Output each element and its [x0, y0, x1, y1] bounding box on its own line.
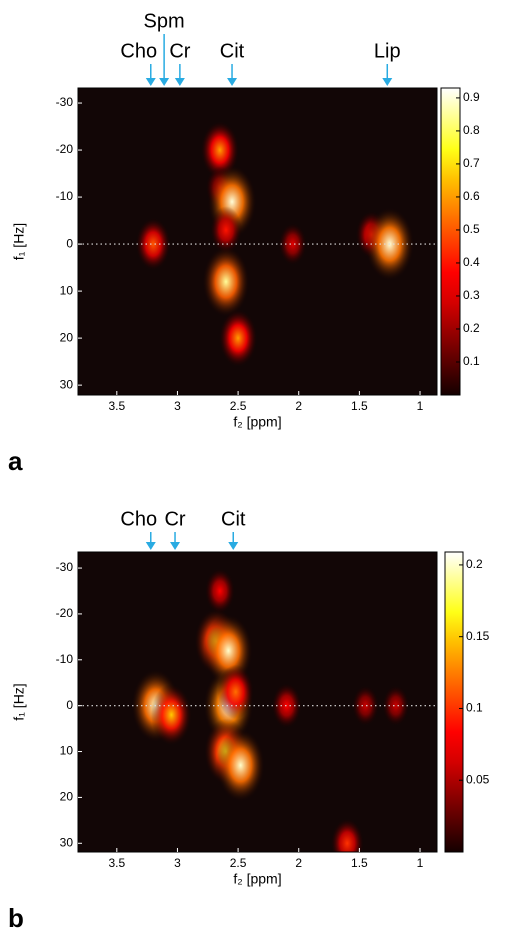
y-tick-label: -20 — [56, 142, 74, 156]
peak — [271, 682, 302, 729]
peak — [135, 217, 171, 271]
annotation-label: Cit — [221, 508, 246, 530]
x-axis-label: f₂ [ppm] — [233, 414, 281, 430]
peak — [210, 206, 242, 254]
annotation-arrowhead — [174, 78, 185, 86]
peak — [202, 246, 250, 318]
peak — [382, 685, 410, 727]
colorbar-tick-label: 0.1 — [463, 354, 480, 368]
y-tick-label: -10 — [56, 652, 74, 666]
x-tick-label: 3 — [174, 856, 181, 870]
annotation-label: Cho — [120, 508, 157, 530]
y-tick-label: 20 — [60, 790, 74, 804]
annotation-label: Cho — [120, 40, 157, 62]
x-tick-label: 1.5 — [351, 399, 368, 413]
annotation-arrowhead — [170, 542, 181, 550]
x-tick-label: 2.5 — [230, 399, 247, 413]
x-tick-label: 2.5 — [230, 856, 247, 870]
colorbar-tick-label: 0.1 — [466, 701, 483, 715]
annotation-label: Spm — [144, 10, 185, 32]
colorbar-tick-label: 0.3 — [463, 288, 480, 302]
annotation-arrowhead — [382, 78, 393, 86]
x-tick-label: 3.5 — [108, 399, 125, 413]
peak — [150, 684, 192, 746]
panel-label: a — [8, 446, 23, 476]
peak — [204, 568, 236, 614]
colorbar-tick-label: 0.15 — [466, 629, 490, 643]
y-tick-label: 30 — [60, 377, 74, 391]
peak — [351, 685, 380, 727]
y-tick-label: 0 — [66, 236, 73, 250]
x-axis-label: f₂ [ppm] — [233, 871, 281, 887]
annotation-arrowhead — [159, 78, 170, 86]
plot-frame — [77, 87, 438, 396]
annotation-label: Cr — [164, 508, 185, 530]
y-axis-label: f₁ [Hz] — [11, 223, 27, 260]
annotation-arrowhead — [145, 78, 156, 86]
colorbar-tick-label: 0.2 — [463, 321, 480, 335]
annotation-arrowhead — [145, 542, 156, 550]
plot-frame — [77, 551, 438, 853]
colorbar — [444, 551, 464, 853]
x-tick-label: 1.5 — [351, 856, 368, 870]
peak — [218, 309, 258, 368]
peak — [200, 121, 240, 180]
colorbar-tick-label: 0.9 — [463, 90, 480, 104]
colorbar-tick-label: 0.6 — [463, 189, 480, 203]
colorbar-tick-label: 0.05 — [466, 772, 490, 786]
colorbar-tick-label: 0.7 — [463, 156, 480, 170]
y-tick-label: -30 — [56, 95, 74, 109]
annotation-arrowhead — [228, 542, 239, 550]
colorbar-tick-label: 0.2 — [466, 557, 483, 571]
x-tick-label: 3 — [174, 399, 181, 413]
y-tick-label: 10 — [60, 283, 74, 297]
peak — [217, 664, 254, 720]
peak — [278, 222, 307, 266]
heatmap — [131, 568, 410, 852]
colorbar-tick-label: 0.8 — [463, 123, 480, 137]
annotation-label: Lip — [374, 40, 401, 62]
y-tick-label: 30 — [60, 835, 74, 849]
x-tick-label: 1 — [417, 856, 424, 870]
y-tick-label: -20 — [56, 606, 74, 620]
peak — [216, 728, 265, 802]
x-tick-label: 3.5 — [108, 856, 125, 870]
y-tick-label: -10 — [56, 189, 74, 203]
y-tick-label: 0 — [66, 698, 73, 712]
panel-label: b — [8, 903, 24, 931]
colorbar-tick-label: 0.5 — [463, 222, 480, 236]
colorbar-tick-label: 0.4 — [463, 255, 480, 269]
y-axis-label: f₁ [Hz] — [11, 683, 27, 720]
annotation-arrowhead — [227, 78, 238, 86]
peak — [330, 818, 364, 852]
x-tick-label: 2 — [295, 856, 302, 870]
y-tick-label: -30 — [56, 560, 74, 574]
annotation-label: Cit — [220, 40, 245, 62]
y-tick-label: 10 — [60, 744, 74, 758]
colorbar — [440, 87, 461, 396]
x-tick-label: 2 — [295, 399, 302, 413]
annotation-label: Cr — [169, 40, 190, 62]
x-tick-label: 1 — [417, 399, 424, 413]
y-tick-label: 20 — [60, 330, 74, 344]
